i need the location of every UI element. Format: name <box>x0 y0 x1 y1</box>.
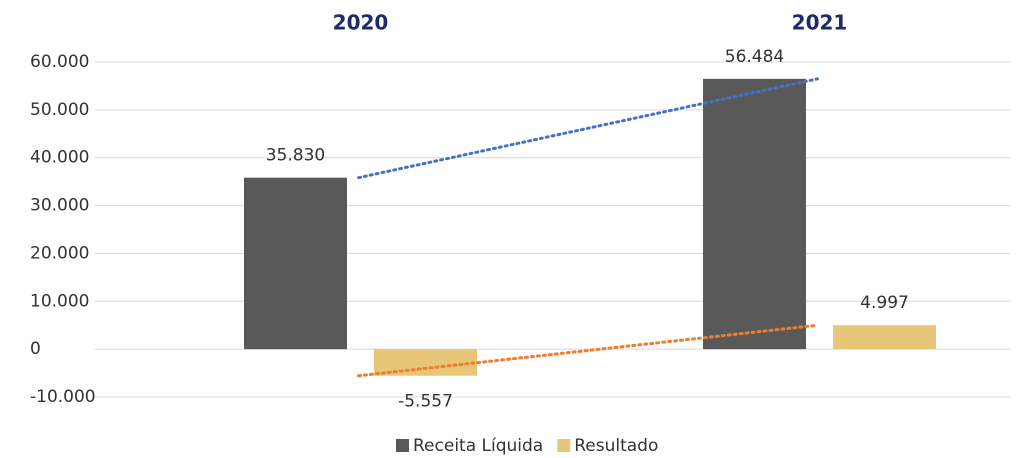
category-label: 2021 <box>792 11 848 35</box>
value-label: 35.830 <box>266 146 325 166</box>
y-tick-label: 60.000 <box>30 52 89 72</box>
bar <box>833 325 936 350</box>
y-tick-label: 50.000 <box>30 100 89 120</box>
trendline <box>357 77 819 180</box>
legend-label: Receita Líquida <box>413 436 543 456</box>
trendline <box>357 323 819 378</box>
y-tick-label: 10.000 <box>30 291 89 311</box>
y-tick-label: 40.000 <box>30 148 89 168</box>
y-tick-label: 20.000 <box>30 243 89 263</box>
value-label: 4.997 <box>860 293 909 313</box>
legend-swatch <box>396 439 409 452</box>
bar <box>703 78 806 350</box>
category-label: 2020 <box>333 11 389 35</box>
y-tick-label: -10.000 <box>30 387 96 407</box>
value-label: -5.557 <box>398 392 453 412</box>
value-label: 56.484 <box>725 47 784 67</box>
y-tick-label: 30.000 <box>30 196 89 216</box>
bar <box>244 177 347 350</box>
legend-label: Resultado <box>574 436 658 456</box>
y-tick-label: 0 <box>30 339 41 359</box>
legend-swatch <box>557 439 571 452</box>
